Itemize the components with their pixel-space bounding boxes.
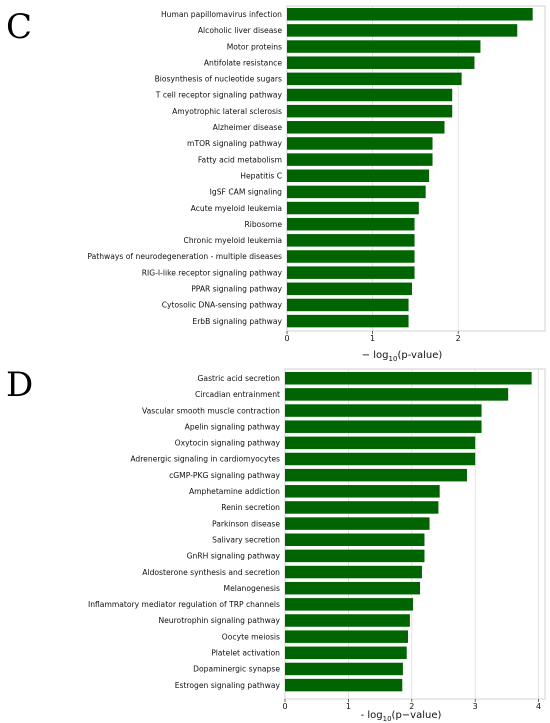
category-label: Circadian entrainment: [195, 390, 280, 399]
category-label: Aldosterone synthesis and secretion: [142, 568, 280, 577]
category-label: Inflammatory mediator regulation of TRP …: [88, 600, 280, 609]
category-label: Alzheimer disease: [213, 123, 283, 132]
category-label: Oocyte meiosis: [222, 632, 280, 641]
tick-label: 1: [370, 334, 375, 343]
bar: [287, 137, 433, 150]
bar: [287, 234, 415, 247]
chart-panel-d: D Gastric acid secretion Circadian entrain…: [6, 365, 546, 723]
tick-label: 0: [284, 334, 289, 343]
bar: [287, 24, 518, 37]
category-label: Amyotrophic lateral sclerosis: [172, 107, 282, 116]
category-label: Fatty acid metabolism: [198, 155, 282, 164]
category-label: Amphetamine addiction: [189, 487, 280, 496]
panel-label: C: [6, 7, 32, 47]
tick-label: 3: [473, 702, 478, 711]
plot-frame: [286, 5, 546, 332]
bar: [285, 565, 422, 579]
category-label: Dopaminergic synapse: [193, 665, 280, 674]
bar: [285, 436, 476, 450]
category-label: Melanogenesis: [224, 584, 280, 593]
tick-label: 4: [536, 702, 541, 711]
bar: [285, 630, 408, 643]
bar: [285, 662, 403, 676]
category-label: Estrogen signaling pathway: [175, 681, 281, 690]
panel-label: D: [6, 365, 33, 405]
chart-panel-c: C Human papillomavirus infection Alcoholic…: [6, 5, 546, 363]
category-label: Acute myeloid leukemia: [191, 204, 282, 213]
bar: [287, 56, 475, 69]
bar: [285, 452, 476, 466]
x-axis-title: - log10(p−value): [361, 710, 442, 723]
category-label: Biosynthesis of nucleotide sugars: [155, 75, 282, 84]
bar: [285, 614, 410, 627]
bar: [285, 420, 482, 433]
category-label: Oxytocin signaling pathway: [175, 439, 281, 448]
x-axis-title: − log10(p-value): [362, 350, 443, 363]
category-label: ErbB signaling pathway: [192, 317, 282, 326]
category-label: Ribosome: [244, 220, 282, 229]
bar: [285, 533, 425, 546]
category-label: Gastric acid secretion: [198, 374, 281, 383]
bar: [285, 388, 509, 401]
category-label: Chronic myeloid leukemia: [184, 236, 282, 245]
bar: [285, 678, 403, 692]
category-label: Vascular smooth muscle contraction: [142, 406, 280, 415]
bar: [287, 40, 481, 53]
bar: [287, 169, 430, 182]
category-label: Hepatitis C: [240, 171, 282, 180]
bar: [287, 88, 453, 102]
bar: [285, 404, 482, 417]
category-label: mTOR signaling pathway: [187, 139, 282, 148]
bar: [287, 104, 453, 118]
bar: [287, 266, 415, 279]
category-label: Renin secretion: [221, 503, 280, 512]
category-label: Parkinson disease: [212, 519, 280, 528]
category-label: Alcoholic liver disease: [198, 26, 282, 35]
category-label: RIG-I-like receptor signaling pathway: [142, 268, 283, 277]
category-label: Apelin signaling pathway: [185, 422, 281, 431]
bar: [287, 8, 533, 21]
bar: [287, 121, 445, 134]
bar: [287, 298, 409, 312]
bar: [287, 72, 462, 86]
category-label: Neurotrophin signaling pathway: [158, 616, 280, 625]
bar: [287, 217, 415, 231]
category-label: cGMP-PKG signaling pathway: [169, 471, 280, 480]
category-label: Salivary secretion: [212, 535, 280, 544]
category-label: Antifolate resistance: [204, 58, 283, 67]
tick-label: 2: [456, 334, 461, 343]
bar: [287, 282, 412, 296]
bar: [285, 517, 430, 530]
category-label: GnRH signaling pathway: [187, 552, 281, 561]
bar: [285, 501, 439, 514]
bar: [285, 646, 407, 660]
bar: [285, 468, 467, 482]
bar: [285, 581, 421, 595]
bar: [287, 153, 433, 166]
bar: [285, 549, 425, 563]
bar: [285, 598, 414, 611]
category-label: Cytosolic DNA-sensing pathway: [162, 301, 283, 310]
category-label: T cell receptor signaling pathway: [155, 91, 283, 100]
category-label: Human papillomavirus infection: [161, 10, 282, 19]
bar: [285, 372, 532, 385]
bar: [287, 185, 426, 199]
tick-label: 2: [409, 702, 414, 711]
category-label: IgSF CAM signaling: [210, 188, 283, 197]
bar: [287, 201, 419, 215]
category-label: PPAR signaling pathway: [191, 285, 282, 294]
category-label: Adrenergic signaling in cardiomyocytes: [130, 455, 280, 464]
category-label: Motor proteins: [227, 42, 282, 51]
category-label: Platelet activation: [211, 649, 280, 658]
bar: [287, 250, 415, 263]
bar: [287, 314, 409, 328]
bar: [285, 485, 440, 498]
category-label: Pathways of neurodegeneration - multiple…: [87, 252, 282, 261]
tick-label: 0: [282, 702, 287, 711]
tick-label: 1: [346, 702, 351, 711]
